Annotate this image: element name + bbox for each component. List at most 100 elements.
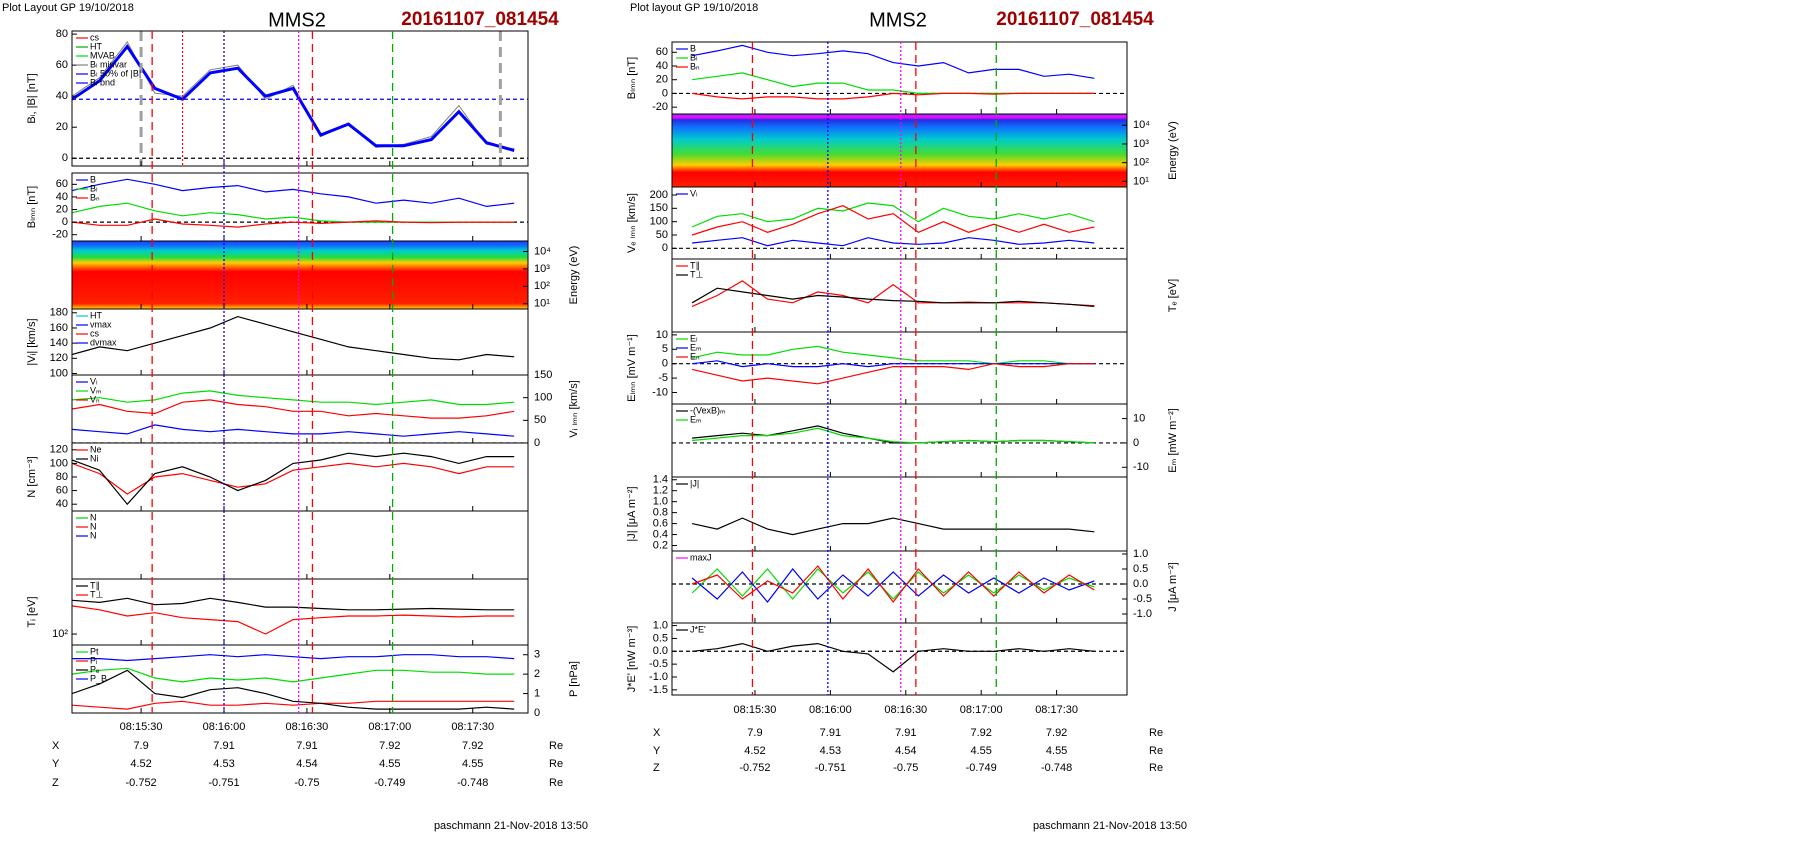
series-line bbox=[72, 424, 515, 437]
y-tick-label: 60 bbox=[56, 485, 68, 497]
y-tick-label: 100 bbox=[650, 216, 668, 228]
panel bbox=[672, 345, 1127, 385]
y-axis-label: Bₗ, |B| [nT] bbox=[26, 73, 38, 123]
legend-label: Ne bbox=[90, 444, 102, 454]
series-line bbox=[72, 452, 515, 506]
ephemeris-label: Z bbox=[52, 777, 59, 789]
y-tick-label: 1.0 bbox=[1133, 548, 1148, 560]
legend-label: Bₙ bbox=[90, 192, 100, 202]
series-line bbox=[72, 669, 515, 710]
y-axis-label: Bₗₘₙ [nT] bbox=[626, 57, 638, 99]
y-tick-label: 0.6 bbox=[653, 517, 668, 529]
legend-label: Bₗ 50% of |B| bbox=[90, 68, 141, 78]
panel bbox=[72, 315, 515, 361]
y-tick-label: 0 bbox=[662, 242, 668, 254]
panel bbox=[672, 642, 1127, 673]
ephemeris-unit: Re bbox=[549, 777, 563, 789]
panel bbox=[72, 390, 528, 443]
y-tick-label: 1.2 bbox=[653, 485, 668, 497]
y-tick-label: 0 bbox=[662, 87, 668, 99]
y-tick-label: 0.5 bbox=[1133, 563, 1148, 575]
legend-label: maxJ bbox=[690, 552, 712, 562]
legend-label: cs bbox=[90, 328, 100, 338]
series-line bbox=[72, 218, 515, 228]
series-line bbox=[692, 360, 1095, 368]
y-tick-label: 10² bbox=[52, 628, 68, 640]
y-tick-label: 0.0 bbox=[1133, 578, 1148, 590]
legend-label: Bₗ bbox=[90, 183, 98, 193]
y-tick-label: 10⁴ bbox=[1133, 119, 1150, 131]
series-line bbox=[691, 287, 1095, 307]
legend-label: Eₘ bbox=[690, 342, 702, 352]
y-tick-label: 100 bbox=[50, 457, 68, 469]
x-tick-label: 08:17:00 bbox=[960, 704, 1003, 716]
y-axis-label: N [cm⁻³] bbox=[26, 456, 38, 497]
x-tick-label: 08:16:00 bbox=[809, 704, 852, 716]
panel bbox=[72, 452, 515, 506]
y-tick-label: 120 bbox=[50, 444, 68, 456]
panel bbox=[672, 565, 1127, 603]
x-tick-label: 08:17:30 bbox=[451, 721, 494, 733]
legend-label: Bₗ minvar bbox=[90, 59, 127, 69]
ephemeris-value: -0.752 bbox=[125, 777, 156, 789]
y-tick-label: 40 bbox=[56, 191, 68, 203]
y-tick-label: 0.8 bbox=[653, 507, 668, 519]
plot-title: MMS2 bbox=[268, 9, 326, 31]
ephemeris-label: Y bbox=[52, 758, 60, 770]
legend-label: T⊥ bbox=[90, 589, 103, 599]
legend-label: -(VexB)ₘ bbox=[690, 405, 726, 415]
y-tick-label: -0.5 bbox=[649, 658, 668, 670]
y-tick-label: 20 bbox=[656, 74, 668, 86]
ephemeris-label: X bbox=[52, 740, 60, 752]
ephemeris-value: -0.752 bbox=[739, 762, 770, 774]
legend-label: Pₑ bbox=[90, 664, 100, 674]
y-tick-label: 10 bbox=[656, 329, 668, 341]
x-tick-label: 08:16:30 bbox=[884, 704, 927, 716]
ephemeris-value: 4.55 bbox=[1046, 745, 1067, 757]
y-axis-label: J [μA m⁻²] bbox=[1167, 562, 1179, 611]
ephemeris-value: 7.91 bbox=[296, 740, 317, 752]
ephemeris-value: 7.91 bbox=[820, 727, 841, 739]
y-tick-label: -20 bbox=[52, 229, 68, 241]
panel bbox=[72, 178, 528, 228]
y-tick-label: 0.2 bbox=[653, 539, 668, 551]
legend-label: B bbox=[690, 43, 696, 53]
legend-label: HT bbox=[90, 310, 102, 320]
series-line bbox=[691, 44, 1095, 79]
panel bbox=[72, 241, 528, 309]
ephemeris-value: 7.9 bbox=[133, 740, 148, 752]
legend-label: Eₙ bbox=[690, 351, 700, 361]
header: Plot Layout GP 19/10/2018 bbox=[2, 2, 134, 14]
y-axis-label: P [nPa] bbox=[568, 661, 580, 697]
series-line bbox=[692, 237, 1095, 247]
legend-label: Vₘ bbox=[90, 385, 102, 395]
ephemeris-value: -0.751 bbox=[815, 762, 846, 774]
y-tick-label: 150 bbox=[650, 202, 668, 214]
ephemeris-value: -0.748 bbox=[1041, 762, 1072, 774]
panel bbox=[691, 517, 1095, 536]
y-axis-label: Eₘ [mW m⁻²] bbox=[1167, 408, 1179, 473]
y-tick-label: 3 bbox=[534, 649, 540, 661]
y-tick-label: 200 bbox=[650, 189, 668, 201]
y-axis-label: Bₗₘₙ [nT] bbox=[26, 186, 38, 228]
panel-frame bbox=[671, 550, 1128, 624]
y-tick-label: -1.5 bbox=[649, 684, 668, 696]
panel-frame bbox=[671, 622, 1128, 696]
y-tick-label: 120 bbox=[50, 352, 68, 364]
panel-frame bbox=[71, 374, 529, 444]
y-tick-label: -10 bbox=[652, 386, 668, 398]
y-tick-label: 10⁴ bbox=[534, 245, 551, 257]
y-tick-label: 0.5 bbox=[653, 632, 668, 644]
legend-label: HT bbox=[90, 41, 102, 51]
series-line bbox=[72, 667, 515, 683]
ephemeris-value: 7.92 bbox=[379, 740, 400, 752]
x-tick-label: 08:17:30 bbox=[1035, 704, 1078, 716]
legend-label: Ni bbox=[90, 453, 99, 463]
legend-label: dvmax bbox=[90, 337, 117, 347]
series-line bbox=[691, 517, 1095, 536]
y-tick-label: 0 bbox=[534, 437, 540, 449]
footer: paschmann 21-Nov-2018 13:50 bbox=[1033, 820, 1187, 832]
series-line bbox=[72, 399, 515, 419]
series-line bbox=[72, 597, 515, 611]
